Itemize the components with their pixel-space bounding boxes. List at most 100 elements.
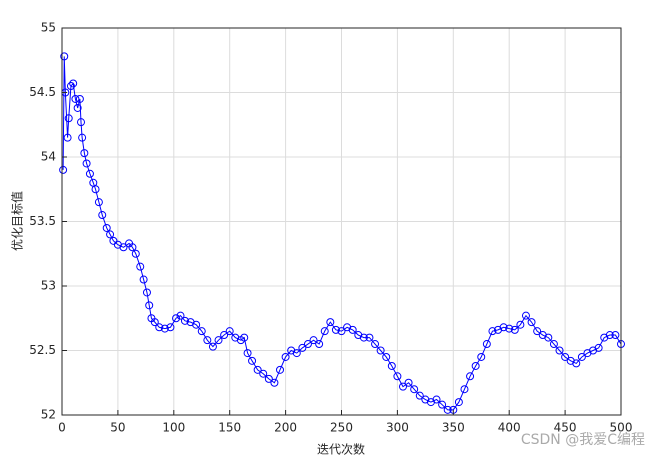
x-tick-label: 50 [110, 421, 125, 435]
marker [259, 369, 268, 378]
marker [505, 324, 514, 333]
marker [432, 395, 441, 404]
marker [240, 333, 249, 342]
marker [544, 333, 553, 342]
x-tick-label: 250 [330, 421, 353, 435]
marker [80, 149, 89, 158]
marker [94, 198, 103, 207]
y-tick-label: 54.5 [29, 85, 56, 99]
marker [454, 398, 463, 407]
marker [309, 336, 318, 345]
marker [404, 378, 413, 387]
x-tick-label: 150 [218, 421, 241, 435]
marker [460, 385, 469, 394]
marker [192, 320, 201, 329]
marker [276, 365, 285, 374]
marker [166, 323, 175, 332]
marker [466, 372, 475, 381]
marker [488, 327, 497, 336]
marker [214, 336, 223, 345]
marker [63, 133, 72, 142]
marker [549, 340, 558, 349]
marker [155, 323, 164, 332]
marker [572, 359, 581, 368]
x-tick-label: 300 [386, 421, 409, 435]
marker [376, 346, 385, 355]
marker [91, 185, 100, 194]
y-axis-label: 优化目标值 [10, 191, 25, 251]
marker [471, 361, 480, 370]
marker [69, 79, 78, 88]
marker [98, 211, 107, 220]
marker [348, 325, 357, 334]
marker [499, 323, 508, 332]
y-tick-label: 53.5 [29, 214, 56, 228]
marker [292, 349, 301, 358]
marker [510, 325, 519, 334]
marker [220, 331, 229, 340]
marker [136, 262, 145, 271]
marker [102, 223, 111, 232]
marker [82, 159, 91, 168]
marker [415, 391, 424, 400]
marker [119, 243, 128, 252]
marker [611, 331, 620, 340]
marker [577, 352, 586, 361]
marker [393, 372, 402, 381]
marker [320, 327, 329, 336]
marker [521, 311, 530, 320]
marker [243, 349, 252, 358]
x-tick-label: 450 [554, 421, 577, 435]
x-tick-label: 400 [498, 421, 521, 435]
marker [172, 314, 181, 323]
marker [142, 288, 151, 297]
marker [482, 340, 491, 349]
marker [605, 331, 614, 340]
marker [75, 94, 84, 103]
marker [248, 356, 257, 365]
marker [225, 327, 234, 336]
y-tick-label: 53 [41, 279, 56, 293]
y-tick-label: 55 [41, 21, 56, 35]
marker [145, 301, 154, 310]
marker [561, 352, 570, 361]
marker [477, 352, 486, 361]
marker [160, 324, 169, 333]
x-tick-label: 100 [162, 421, 185, 435]
x-tick-label: 200 [274, 421, 297, 435]
y-tick-label: 52 [41, 408, 56, 422]
marker [106, 230, 115, 239]
x-tick-label: 0 [58, 421, 66, 435]
marker [443, 405, 452, 414]
marker [150, 318, 159, 327]
x-tick-label: 500 [610, 421, 633, 435]
marker [131, 249, 140, 258]
x-axis-label: 迭代次数 [317, 442, 365, 457]
marker [66, 82, 75, 91]
marker [270, 378, 279, 387]
marker [371, 340, 380, 349]
x-tick-label: 350 [442, 421, 465, 435]
marker [359, 333, 368, 342]
marker [594, 343, 603, 352]
marker [315, 340, 324, 349]
marker [73, 103, 82, 112]
marker [382, 352, 391, 361]
marker [60, 52, 69, 61]
marker [410, 385, 419, 394]
marker [139, 275, 148, 284]
marker [64, 114, 73, 123]
marker [387, 361, 396, 370]
plot-area [59, 52, 625, 414]
marker [298, 343, 307, 352]
marker [527, 318, 536, 327]
marker [533, 327, 542, 336]
y-tick-label: 54 [41, 150, 56, 164]
marker [78, 133, 87, 142]
marker [438, 400, 447, 409]
marker [197, 327, 206, 336]
marker [128, 243, 137, 252]
marker [208, 342, 217, 351]
